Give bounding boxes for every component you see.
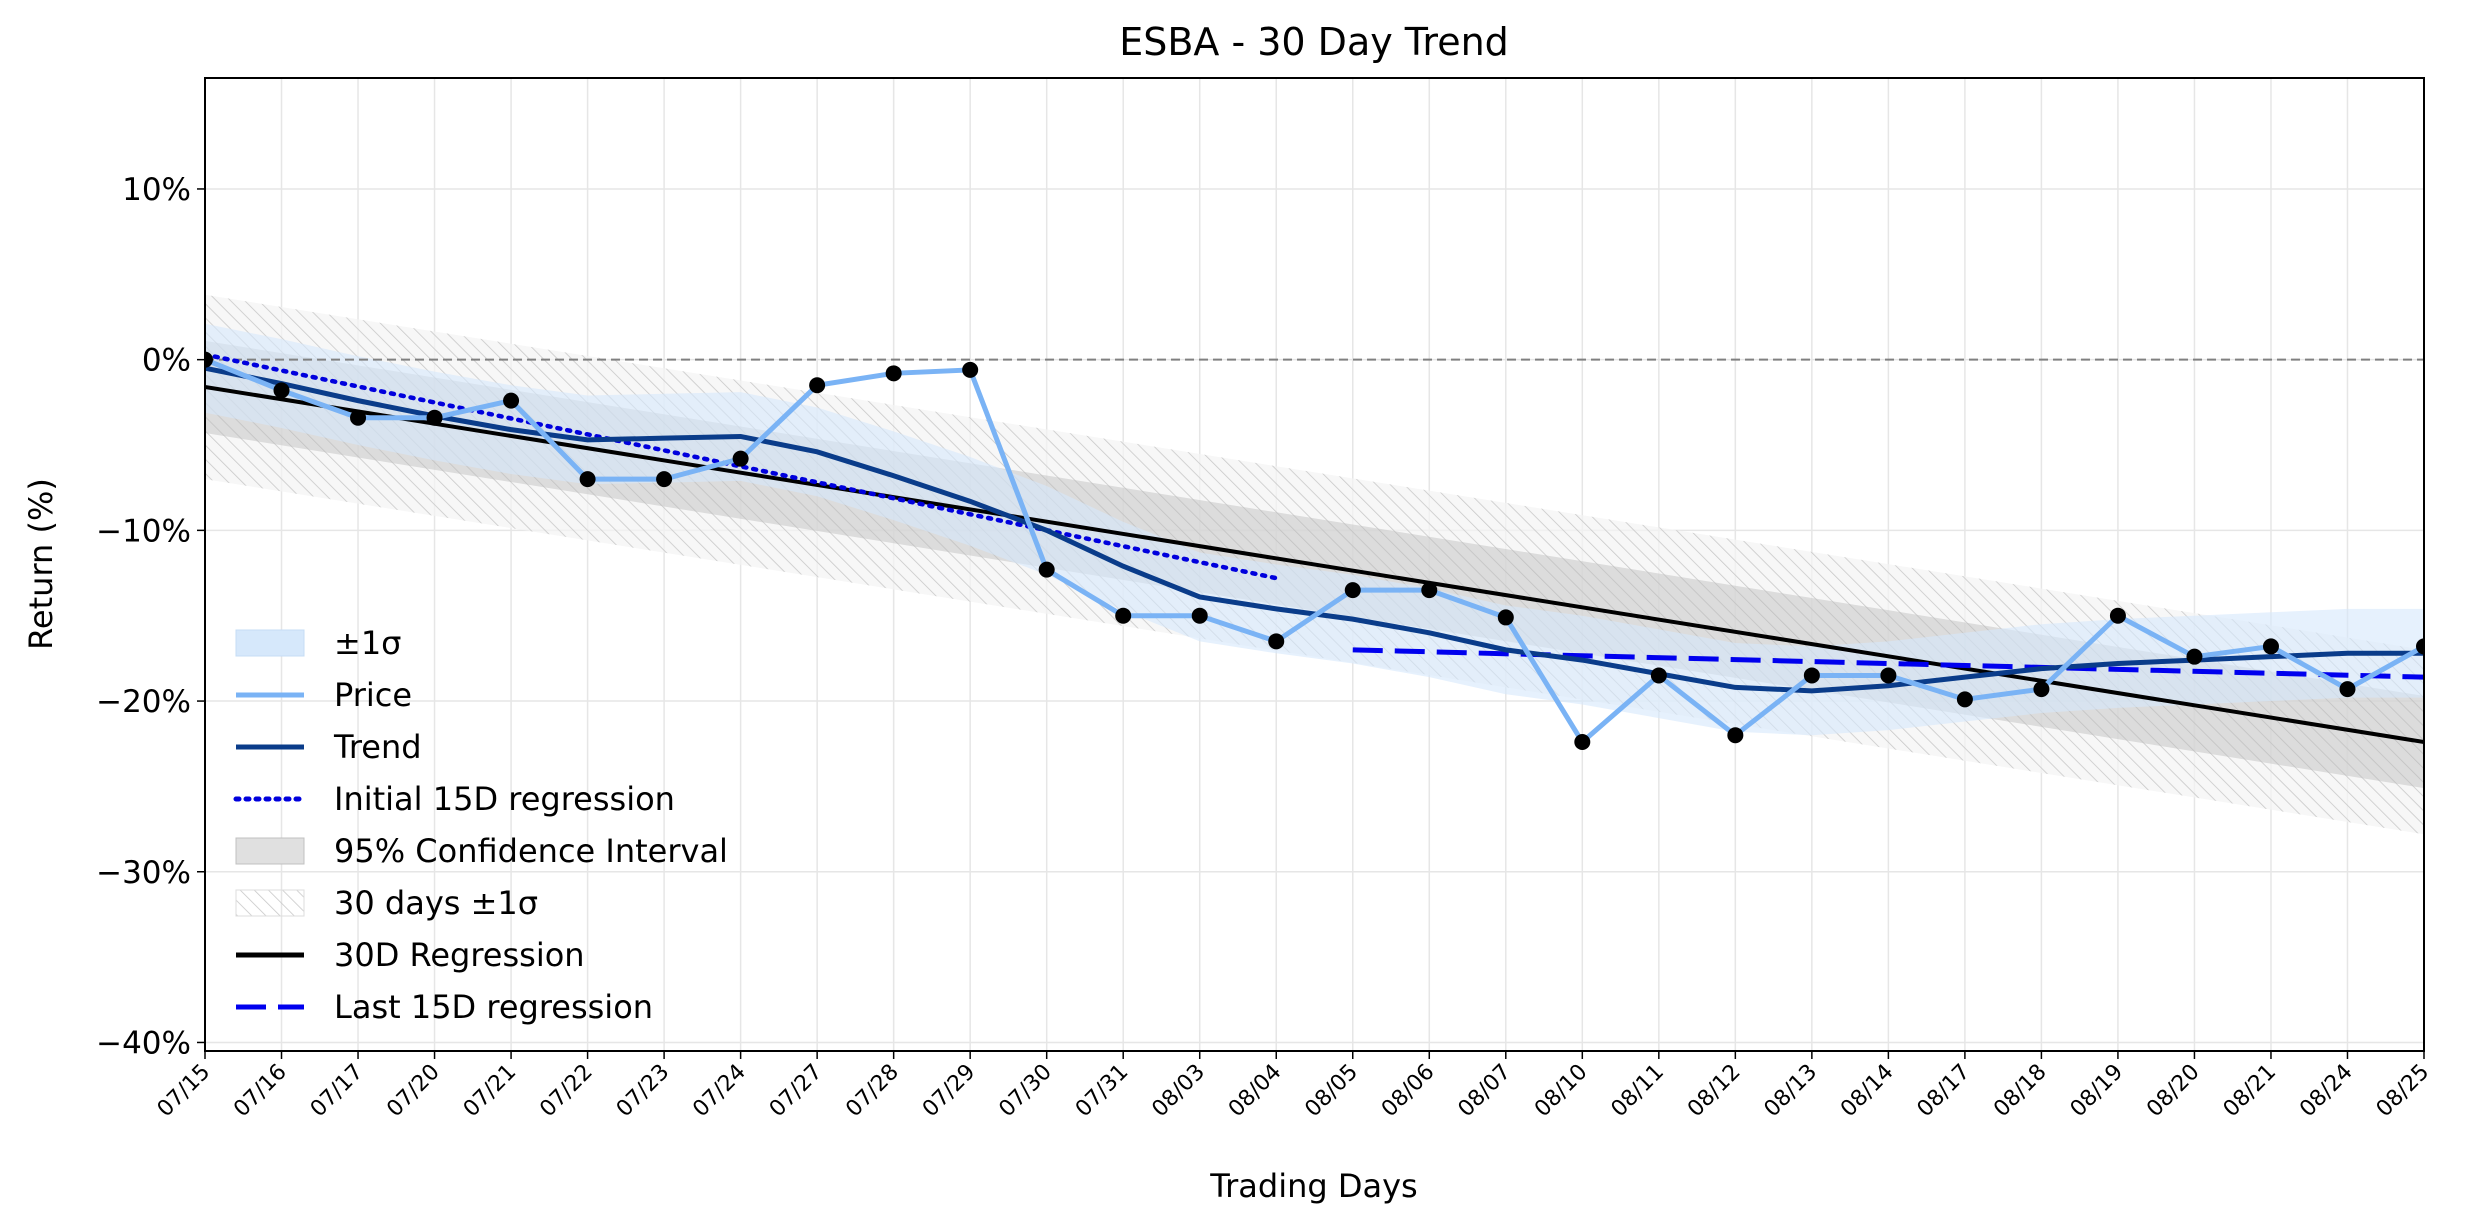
price-point — [656, 471, 673, 488]
legend-label: Last 15D regression — [334, 988, 653, 1026]
price-point — [2033, 681, 2050, 698]
price-point — [273, 382, 290, 399]
legend-item: 30D Regression — [236, 936, 585, 974]
price-point — [1727, 727, 1744, 744]
price-point — [1880, 667, 1897, 684]
price-point — [1421, 582, 1438, 599]
series-30d-regression — [205, 384, 2424, 745]
price-point — [1115, 607, 1132, 624]
price-point — [2339, 681, 2356, 698]
legend-label: Initial 15D regression — [334, 780, 675, 818]
price-point — [1038, 561, 1055, 578]
legend-item: ±1σ — [235, 624, 401, 662]
legend-item: 30 days ±1σ — [235, 884, 538, 922]
legend: ±1σ Price Trend Initial 15D regression 95% C… — [233, 624, 728, 1026]
legend-label: 30 days ±1σ — [334, 884, 538, 922]
y-tick-label: −20% — [96, 684, 191, 720]
price-point — [2109, 607, 2126, 624]
y-tick-label: 10% — [122, 172, 191, 208]
price-point — [1344, 582, 1361, 599]
price-point — [809, 377, 826, 394]
series-initial-15d-regression — [205, 352, 1279, 581]
y-tick-label: 0% — [142, 343, 191, 379]
y-tick-label: −30% — [96, 855, 191, 891]
legend-label: 95% Confidence Interval — [334, 832, 728, 870]
legend-item: Price — [236, 676, 412, 714]
legend-item: Initial 15D regression — [233, 780, 675, 818]
price-point — [962, 361, 979, 378]
x-axis-label: Trading Days — [1209, 1167, 1417, 1205]
price-point — [503, 392, 520, 409]
legend-label: ±1σ — [334, 624, 401, 662]
price-point — [732, 450, 749, 467]
price-point — [426, 409, 443, 426]
plot-area — [205, 294, 2424, 835]
price-point — [205, 351, 213, 368]
price-point — [1956, 691, 1973, 708]
y-axis: −40% −30% −20% −10% 0% 10% — [96, 172, 205, 1061]
price-point — [2262, 638, 2279, 655]
y-tick-label: −10% — [96, 513, 191, 549]
price-point — [2416, 638, 2424, 655]
price-point — [1803, 667, 1820, 684]
price-point — [579, 471, 596, 488]
price-point — [2186, 648, 2203, 665]
price-point — [885, 365, 902, 382]
legend-swatch — [235, 837, 305, 865]
legend-swatch — [235, 889, 305, 917]
price-point — [1650, 667, 1667, 684]
price-point — [1191, 607, 1208, 624]
plot-frame — [204, 77, 2425, 1052]
legend-swatch — [235, 629, 305, 657]
price-point — [1497, 609, 1514, 626]
legend-label: 30D Regression — [334, 936, 585, 974]
y-tick-label: −40% — [96, 1025, 191, 1061]
price-point — [1268, 633, 1285, 650]
price-point — [1574, 734, 1591, 751]
band-sigma — [205, 323, 2424, 736]
chart-title: ESBA - 30 Day Trend — [1119, 20, 1509, 64]
legend-item: Trend — [236, 728, 422, 766]
y-axis-label: Return (%) — [22, 478, 60, 650]
series-price — [205, 357, 2424, 746]
legend-item: 95% Confidence Interval — [235, 832, 728, 870]
legend-label: Trend — [333, 728, 422, 766]
legend-item: Last 15D regression — [236, 988, 653, 1026]
legend-label: Price — [334, 676, 412, 714]
price-point — [350, 409, 367, 426]
